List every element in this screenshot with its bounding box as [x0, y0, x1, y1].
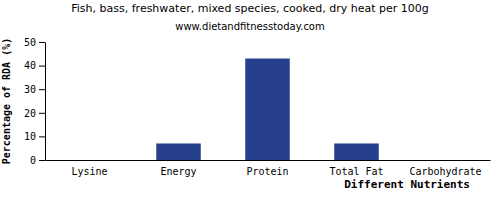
x-axis-line [46, 160, 491, 161]
y-tick-mark [39, 66, 45, 67]
x-tick-label: Energy [160, 166, 196, 177]
y-axis: 0 10 20 30 40 50 [24, 37, 46, 166]
bar [334, 143, 379, 160]
bar [156, 143, 201, 160]
x-tick: Total Fat [329, 160, 383, 177]
chart: Fish, bass, freshwater, mixed species, c… [0, 0, 500, 200]
x-tick: Carbohydrate [409, 160, 481, 177]
x-tick: Lysine [71, 160, 107, 177]
x-tick-label: Protein [246, 166, 288, 177]
y-tick-mark [39, 89, 45, 90]
x-tick: Energy [160, 160, 196, 177]
y-tick-label: 40 [24, 60, 36, 71]
y-tick-label: 20 [24, 108, 36, 119]
bar [245, 59, 290, 160]
y-tick-label: 30 [24, 84, 36, 95]
title: Fish, bass, freshwater, mixed species, c… [71, 2, 428, 15]
y-tick: 10 [24, 131, 45, 142]
subtitle: www.dietandfitnesstoday.com [175, 21, 324, 32]
y-tick-label: 0 [30, 155, 36, 166]
y-tick: 30 [24, 84, 45, 95]
plot: 0 10 20 30 40 50 Lysine Energy Protein Total Fat C… [24, 37, 491, 177]
x-tick: Protein [246, 160, 288, 177]
x-axis: Lysine Energy Protein Total Fat Carbohydrate [46, 160, 491, 177]
y-tick: 20 [24, 108, 45, 119]
y-tick-label: 10 [24, 131, 36, 142]
y-axis-line [45, 43, 46, 161]
y-axis-title: Percentage of RDA (%) [1, 38, 12, 164]
bars [156, 59, 379, 160]
y-tick: 40 [24, 60, 45, 71]
bar [67, 160, 112, 161]
bar [423, 160, 468, 161]
y-tick-mark [39, 136, 45, 137]
y-tick-mark [39, 160, 45, 161]
x-tick-label: Lysine [71, 166, 107, 177]
y-tick: 0 [30, 155, 45, 166]
x-axis-title: Different Nutrients [344, 178, 470, 191]
x-tick-label: Carbohydrate [409, 166, 481, 177]
y-tick-mark [39, 113, 45, 114]
y-tick: 50 [24, 37, 45, 48]
y-tick-label: 50 [24, 37, 36, 48]
y-tick-mark [39, 42, 45, 43]
x-tick-label: Total Fat [329, 166, 383, 177]
